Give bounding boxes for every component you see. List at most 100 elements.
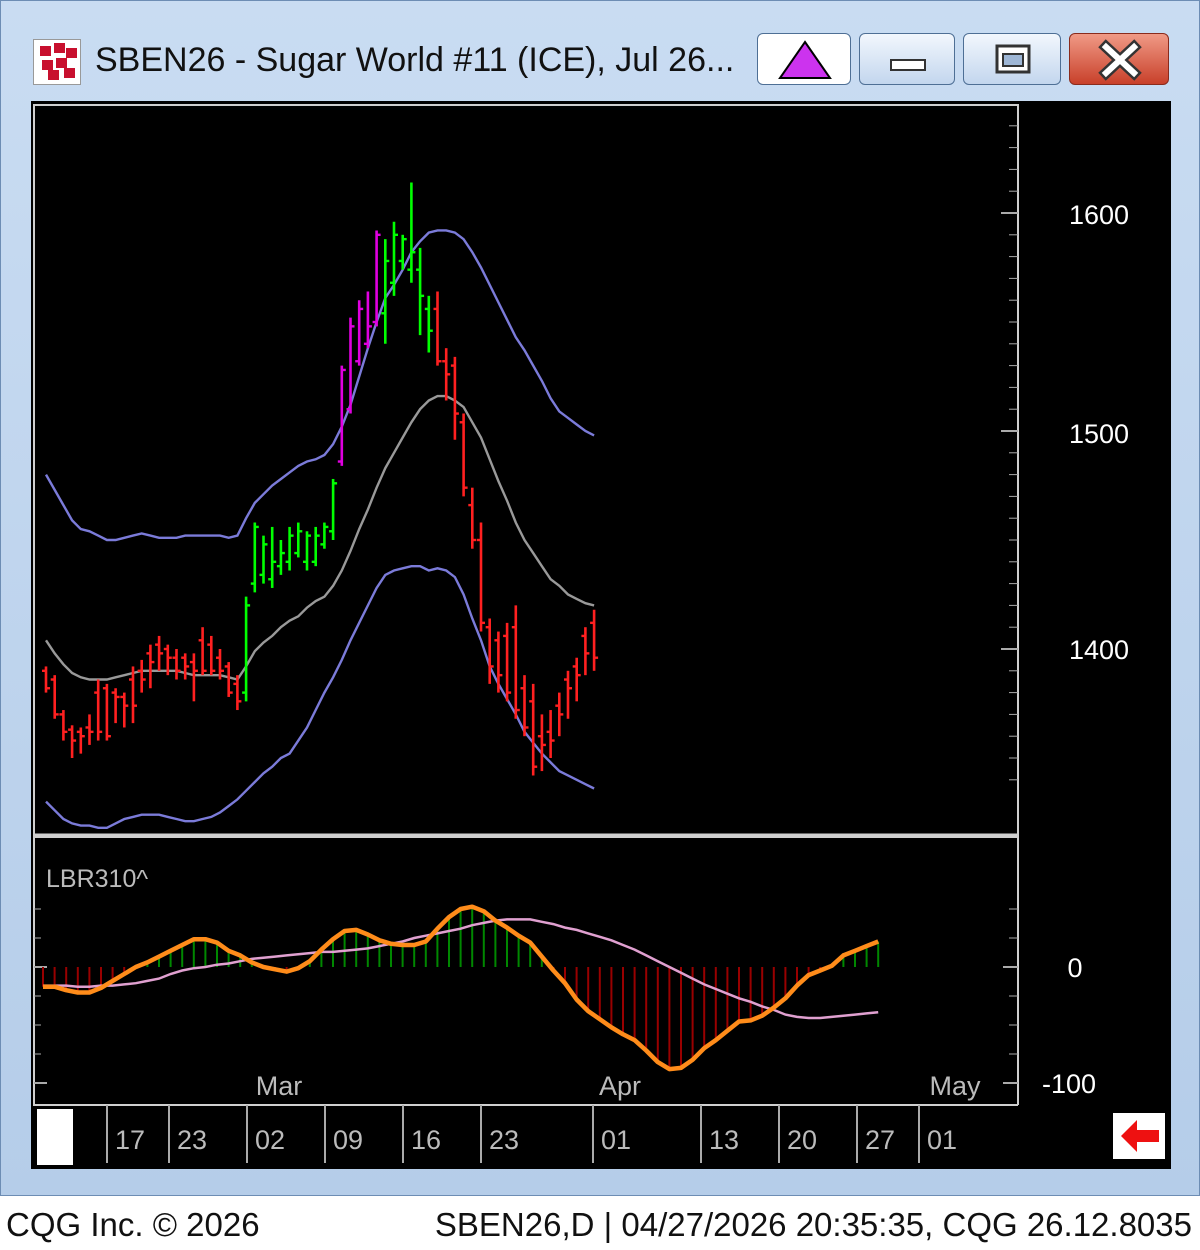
price-bar [520,675,529,737]
price-bar [363,291,372,349]
lower-band-line [45,565,595,829]
price-bar [146,644,155,689]
price-bar [337,365,346,466]
chart-area[interactable]: LBR310^ 1600 1500 1400 0 -100 Mar Apr Ma… [31,101,1171,1169]
price-bar [433,291,442,366]
price-bar [311,526,320,567]
price-bar [590,609,599,671]
middle-band-line [45,394,595,681]
chart-window: SBEN26 - Sugar World #11 (ICE), Jul 26..… [0,0,1200,1196]
date-scale-label: 16 [411,1125,441,1155]
study-label: LBR310^ [46,865,148,893]
price-bar [102,683,111,741]
price-bar [346,317,355,414]
price-bar [320,522,329,549]
price-bar [276,540,285,575]
date-scale-labels: 17 23 02 09 16 23 01 13 20 27 01 [106,1105,957,1163]
price-bar [416,247,425,336]
price-bar [477,522,485,632]
price-bar [572,657,581,702]
window-title: SBEN26 - Sugar World #11 (ICE), Jul 26..… [95,41,735,79]
date-scale-label: 23 [177,1125,207,1155]
oscillator-tick-label: 0 [1067,953,1082,983]
copyright-text: CQG Inc. © 2026 [6,1206,260,1243]
scroll-to-latest-button[interactable] [1113,1113,1165,1159]
date-scale-label: 20 [787,1125,817,1155]
cqg-app-icon[interactable] [33,39,81,85]
triangle-alert-icon [778,40,832,79]
price-pane-frame [33,104,1019,836]
price-bar [137,659,146,693]
month-label: Mar [256,1071,303,1101]
price-bar [485,618,494,684]
price-bar [555,692,564,737]
date-scale-label: 17 [115,1125,145,1155]
price-bar [94,679,103,741]
price-bars [42,182,599,776]
price-bar [216,649,224,680]
chart-canvas[interactable]: LBR310^ 1600 1500 1400 0 -100 Mar Apr Ma… [31,101,1171,1169]
price-bar [546,710,555,758]
price-bar [120,692,129,728]
price-bar [294,522,303,558]
date-scale-label: 02 [255,1125,285,1155]
oscillator-plot [42,904,880,1072]
price-bar [172,649,181,680]
price-bar [155,635,164,671]
price-bar [198,627,207,676]
price-bar [163,644,172,676]
oscillator-axis-ticks [34,908,1018,1084]
price-tick-label: 1600 [1069,200,1129,230]
price-bar [564,670,572,719]
price-bar [581,627,590,676]
alert-button[interactable] [757,33,851,85]
price-bar [442,348,451,401]
price-bar [468,487,477,549]
price-bar [529,683,538,776]
date-scale-label: 09 [333,1125,363,1155]
price-bar [424,295,433,353]
date-scale[interactable] [34,1105,1170,1167]
month-label: May [929,1071,981,1101]
price-bar [242,596,251,702]
price-bar [329,478,338,540]
title-bar[interactable]: SBEN26 - Sugar World #11 (ICE), Jul 26..… [1,1,1199,97]
price-bar [189,653,198,702]
price-bar [511,605,520,719]
close-icon [1098,39,1142,81]
price-bar [50,675,59,719]
close-button[interactable] [1069,33,1169,85]
price-bar [181,653,190,680]
price-bar [42,666,50,693]
signal-line [43,918,879,1020]
date-scale-label: 23 [489,1125,519,1155]
price-tick-label: 1500 [1069,419,1129,449]
restore-icon [995,44,1031,74]
price-bar [207,635,216,676]
price-axis-ticks [1001,125,1018,781]
oscillator-line [43,904,880,1072]
price-bar [459,413,468,497]
oscillator-tick-label: -100 [1042,1069,1096,1099]
price-bar [303,531,311,571]
price-bar [68,725,77,758]
price-bar [85,714,94,745]
date-scale-label: 13 [709,1125,739,1155]
price-bar [129,666,137,724]
minimize-button[interactable] [859,33,955,85]
symbol-timestamp-text: SBEN26,D | 04/27/2026 20:35:35, CQG 26.1… [434,1206,1192,1243]
maximize-button[interactable] [963,33,1061,85]
minimize-icon [890,59,926,71]
price-bar [494,631,503,693]
price-bar [355,300,364,366]
price-tick-label: 1400 [1069,635,1129,665]
date-scale-scroll-thumb[interactable] [37,1109,73,1165]
price-bar [224,662,233,697]
arrow-left-icon [1121,1120,1159,1152]
price-bar [537,714,546,772]
price-bar [390,221,398,296]
upper-band-line [44,229,595,542]
price-bar [450,356,459,440]
month-label: Apr [599,1071,641,1101]
status-bar: CQG Inc. © 2026 SBEN26,D | 04/27/2026 20… [0,1196,1200,1250]
